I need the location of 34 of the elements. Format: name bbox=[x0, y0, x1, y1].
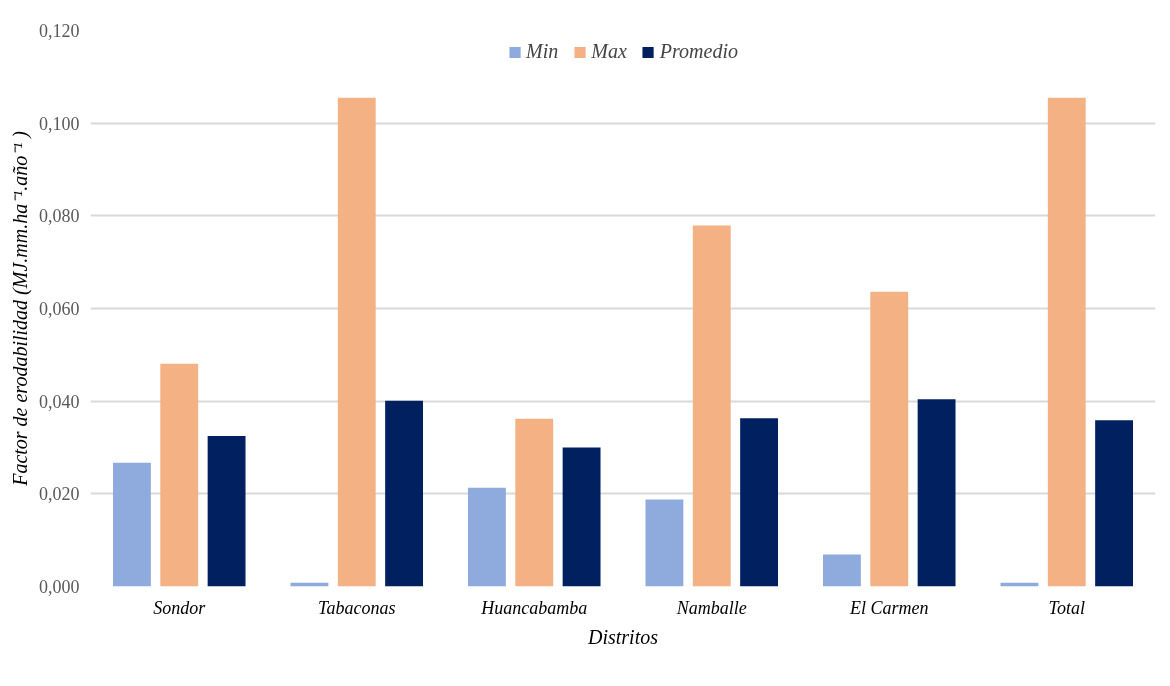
y-tick-label: 0,080 bbox=[39, 206, 80, 227]
bar bbox=[562, 447, 601, 587]
bar bbox=[822, 554, 861, 587]
y-axis-title: Factor de erodabilidad (MJ.mm.ha⁻¹.año⁻¹ ) bbox=[9, 130, 32, 487]
x-axis-title: Distritos bbox=[586, 625, 659, 648]
legend-label: Promedio bbox=[659, 40, 738, 63]
bar bbox=[870, 291, 909, 587]
bar bbox=[1095, 420, 1134, 587]
y-tick-label: 0,100 bbox=[39, 113, 80, 134]
y-tick-label: 0,120 bbox=[39, 21, 80, 41]
bar bbox=[515, 418, 554, 587]
x-tick-label: Total bbox=[1048, 597, 1085, 618]
legend-label: Max bbox=[591, 40, 627, 63]
legend-label: Min bbox=[526, 40, 559, 63]
bar bbox=[160, 363, 199, 587]
bar bbox=[467, 487, 506, 587]
bar bbox=[692, 225, 731, 587]
y-tick-label: 0,040 bbox=[39, 391, 80, 412]
x-tick-label: Namballe bbox=[675, 597, 747, 618]
bar bbox=[740, 418, 779, 587]
bar bbox=[112, 462, 151, 587]
x-tick-label: Huancabamba bbox=[480, 597, 588, 618]
bar bbox=[207, 435, 246, 587]
x-tick-label: Tabaconas bbox=[318, 597, 396, 618]
x-tick-label: Sondor bbox=[153, 597, 207, 618]
bar bbox=[917, 399, 956, 587]
bar bbox=[385, 400, 424, 587]
y-tick-label: 0,060 bbox=[39, 299, 80, 319]
bar bbox=[1047, 97, 1086, 587]
y-tick-label: 0,000 bbox=[39, 577, 80, 597]
x-tick-label: El Carmen bbox=[849, 597, 929, 618]
bar bbox=[337, 97, 376, 587]
y-tick-label: 0,020 bbox=[39, 484, 80, 505]
bar bbox=[645, 499, 684, 587]
